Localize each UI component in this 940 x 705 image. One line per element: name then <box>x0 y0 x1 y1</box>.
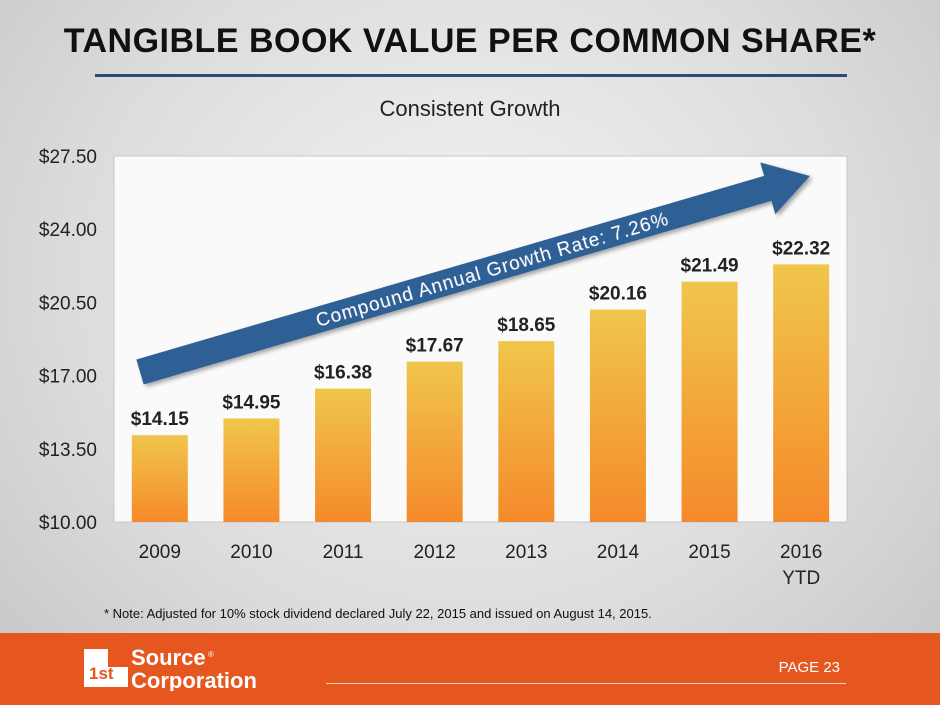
bar-value-label: $22.32 <box>772 238 830 259</box>
x-tick-label: 2010 <box>230 542 272 563</box>
logo-registered: ® <box>208 650 214 659</box>
x-tick-label: 2013 <box>505 542 547 563</box>
bar-2014 <box>589 309 646 522</box>
bar-2016 <box>773 264 830 522</box>
logo-mark-shape <box>84 649 128 687</box>
x-tick-label: 2011 <box>323 542 364 563</box>
x-tick-label: 2016 <box>780 542 822 563</box>
footer-divider <box>326 683 846 684</box>
bar-value-label: $16.38 <box>314 363 372 384</box>
bar-value-label: $21.49 <box>681 256 739 277</box>
x-tick-label: YTD <box>782 568 820 589</box>
y-tick-label: $20.50 <box>39 293 97 314</box>
x-tick-label: 2009 <box>139 542 181 563</box>
bar-value-label: $18.65 <box>497 315 556 336</box>
bar-value-label: $14.15 <box>131 409 190 430</box>
bar-2015 <box>681 281 738 522</box>
bar-value-label: $17.67 <box>406 336 464 357</box>
footnote: * Note: Adjusted for 10% stock dividend … <box>104 606 652 621</box>
y-tick-label: $13.50 <box>39 440 97 461</box>
logo-line2: Corporation <box>131 668 257 691</box>
y-tick-label: $17.00 <box>39 367 97 388</box>
chart-subtitle: Consistent Growth <box>379 96 561 121</box>
footer-bar <box>0 633 940 705</box>
bar-2013 <box>498 341 555 522</box>
bar-value-label: $14.95 <box>222 392 281 413</box>
page-number: PAGE 23 <box>778 659 840 676</box>
bar-2012 <box>406 361 463 522</box>
tbv-bar-chart: $10.00 $13.50 $17.00 $20.50 $24.00 $27.50 $14… <box>39 147 848 589</box>
x-tick-label: 2014 <box>597 542 640 563</box>
y-tick-label: $10.00 <box>39 513 97 534</box>
bar-2011 <box>315 388 372 522</box>
logo-line1: Source <box>131 645 206 670</box>
bar-2010 <box>223 418 280 522</box>
y-tick-label: $27.50 <box>39 147 97 168</box>
title-underline <box>95 74 847 77</box>
bar-2009 <box>131 435 188 522</box>
x-tick-label: 2015 <box>688 542 730 563</box>
slide-title: TANGIBLE BOOK VALUE PER COMMON SHARE* <box>63 22 877 60</box>
growth-arrow-shape <box>136 162 810 385</box>
logo-mark-text: 1st <box>89 664 114 683</box>
bar-value-label: $20.16 <box>589 284 647 305</box>
x-tick-label: 2012 <box>414 542 456 563</box>
y-tick-label: $24.00 <box>39 220 97 241</box>
company-logo: 1st Source ® Corporation <box>84 645 257 691</box>
